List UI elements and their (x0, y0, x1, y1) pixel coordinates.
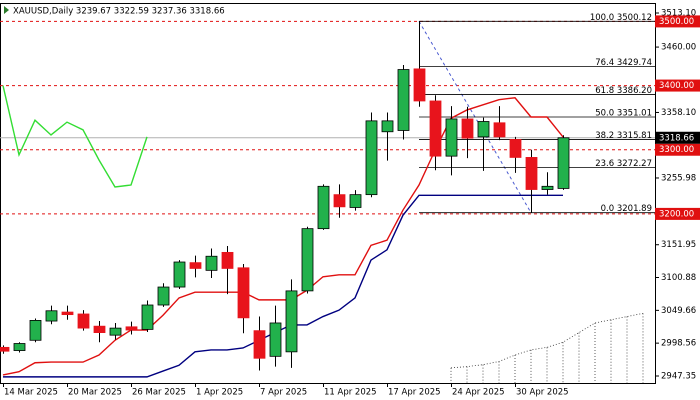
candle-body (525, 157, 538, 190)
candle-body (285, 290, 298, 353)
candle-body (93, 325, 106, 333)
candle-body (381, 120, 394, 133)
x-tick-label: 24 Apr 2025 (452, 388, 505, 398)
fib-label: 0.0 3201.89 (601, 204, 652, 214)
y-tick-label: 3100.88 (661, 273, 696, 283)
level-box-label: 3500.00 (659, 17, 694, 27)
y-tick-label: 3460.00 (661, 43, 696, 53)
candle-body (445, 118, 458, 157)
candle-body (189, 262, 202, 269)
level-box (655, 15, 700, 28)
candle-body (317, 185, 330, 230)
fib-label: 76.4 3429.74 (595, 58, 652, 68)
candle-body (365, 120, 378, 196)
y-tick-label: 2998.56 (661, 339, 696, 349)
candle-body (0, 346, 10, 352)
fib-label: 38.2 3315.81 (595, 131, 652, 141)
candle-body (477, 121, 490, 138)
candle-body (157, 286, 170, 306)
candle-body (429, 100, 442, 157)
x-tick-label: 17 Apr 2025 (388, 388, 441, 398)
x-tick-label: 7 Apr 2025 (260, 388, 307, 398)
candle-body (237, 267, 250, 319)
candle-body (77, 313, 90, 329)
level-box (655, 143, 700, 156)
candle-body (29, 320, 42, 341)
candle-body (397, 69, 410, 131)
chart-title: XAUUSD,Daily 3239.67 3322.59 3237.36 331… (13, 7, 225, 17)
candle-body (45, 310, 58, 322)
fib-label: 100.0 3500.12 (590, 13, 652, 23)
fib-label: 50.0 3351.01 (595, 109, 652, 119)
indicator-line (3, 194, 563, 378)
indicator-line (2, 85, 148, 188)
level-box (655, 207, 700, 220)
level-box-label: 3400.00 (659, 81, 694, 91)
candle-body (493, 122, 506, 138)
y-tick-label: 3049.66 (661, 306, 696, 316)
plot-frame (0, 3, 656, 384)
candle-body (125, 326, 138, 331)
fib-label: 23.6 3272.27 (595, 159, 652, 169)
level-box-label: 3200.00 (659, 209, 694, 219)
y-tick-label: 3358.10 (661, 108, 696, 118)
x-tick-label: 14 Mar 2025 (4, 388, 58, 398)
candle-body (141, 304, 154, 330)
candle-body (557, 137, 570, 189)
x-tick-label: 1 Apr 2025 (196, 388, 243, 398)
candle-body (221, 251, 234, 269)
symbol-icon (4, 6, 9, 14)
y-tick-label: 2947.35 (661, 371, 696, 381)
candle-body (301, 228, 314, 292)
indicator-line (2, 97, 564, 376)
x-tick-label: 11 Apr 2025 (324, 388, 377, 398)
candle-body (333, 194, 346, 208)
x-tick-label: 20 Mar 2025 (68, 388, 122, 398)
level-box-label: 3300.00 (659, 145, 694, 155)
level-box (655, 79, 700, 92)
candle-body (173, 261, 186, 288)
candle-body (413, 68, 426, 102)
candle-body (269, 322, 282, 357)
candle-body (205, 255, 218, 271)
candle-body (61, 311, 74, 316)
candle-body (461, 118, 474, 139)
candle-body (509, 139, 522, 158)
candle-body (541, 185, 554, 190)
candle-body (253, 330, 266, 359)
candle-body (349, 194, 362, 208)
y-tick-label: 3513.10 (661, 9, 696, 19)
y-tick-label: 3151.95 (661, 240, 696, 250)
candle-body (13, 343, 26, 351)
price-box (655, 131, 700, 144)
price-box-label: 3318.66 (659, 133, 694, 143)
x-tick-label: 30 Apr 2025 (516, 388, 569, 398)
candle-body (109, 327, 122, 336)
y-tick-label: 3255.98 (661, 173, 696, 183)
x-tick-label: 26 Mar 2025 (132, 388, 186, 398)
fib-label: 61.8 3386.20 (595, 86, 652, 96)
